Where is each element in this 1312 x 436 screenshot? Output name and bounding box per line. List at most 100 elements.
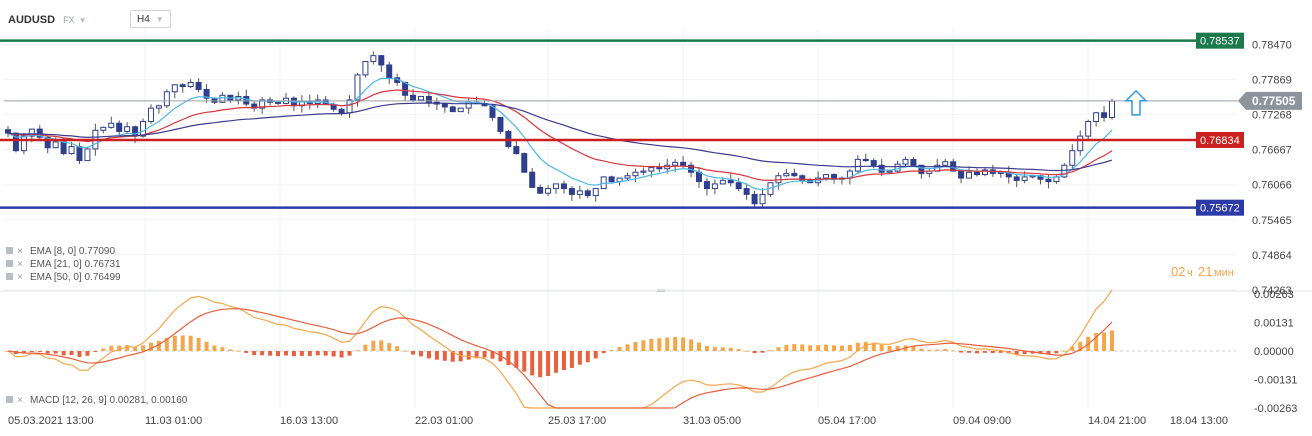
candle <box>727 173 734 187</box>
candle-body <box>203 88 210 99</box>
ema-legend-text: EMA [8, 0] 0.77090 <box>30 246 115 257</box>
candle <box>632 168 639 183</box>
macd-histogram-bar <box>93 351 98 352</box>
macd-histogram-bar <box>816 345 821 351</box>
candle <box>973 168 980 177</box>
candle <box>981 167 988 177</box>
macd-histogram-bar <box>649 338 654 351</box>
chevron-down-icon: ▼ <box>155 14 164 24</box>
candle <box>958 170 965 184</box>
macd-histogram-bar <box>1070 346 1075 351</box>
candle-body <box>783 172 790 177</box>
candle <box>942 158 949 167</box>
macd-histogram-bar <box>601 351 606 354</box>
macd-histogram-bar <box>569 351 574 368</box>
candle <box>648 166 655 178</box>
candle-body <box>854 158 861 172</box>
candle <box>5 126 11 138</box>
candle-body <box>259 99 266 109</box>
macd-histogram-bar <box>1046 351 1051 355</box>
price-tick-label: 0.76066 <box>1252 180 1292 192</box>
macd-histogram-bar <box>593 351 598 359</box>
candle-body <box>870 160 877 166</box>
candle-body <box>791 172 798 177</box>
macd-histogram-bar <box>696 342 701 351</box>
candle <box>759 188 766 209</box>
candle <box>783 168 790 177</box>
macd-histogram-bar <box>808 345 813 351</box>
x-tick-label: 18.04 13:00 <box>1170 415 1228 427</box>
candle <box>513 141 520 155</box>
candle-body <box>370 55 377 62</box>
candle-body <box>386 64 393 79</box>
candle <box>703 177 710 196</box>
candle <box>735 178 742 192</box>
candle <box>751 190 758 207</box>
candle <box>1101 106 1108 122</box>
candle-body <box>163 91 170 107</box>
candle-body <box>918 164 925 174</box>
macd-histogram-bar <box>657 338 662 351</box>
candle <box>640 167 647 176</box>
candle <box>576 185 583 199</box>
candle <box>767 182 774 197</box>
candle-body <box>568 188 575 195</box>
candle-body <box>703 181 710 190</box>
macd-histogram-bar <box>212 345 217 351</box>
countdown-hours: 02 <box>1171 264 1185 279</box>
candle-body <box>1077 135 1084 152</box>
candle-body <box>1045 178 1052 183</box>
ema-legend-item: × EMA [21, 0] 0.76731 <box>6 259 121 270</box>
macd-histogram-bar <box>307 351 312 356</box>
candle-body <box>529 171 536 188</box>
macd-histogram-bar <box>744 350 749 352</box>
macd-histogram-bar <box>148 342 153 351</box>
candle <box>838 176 845 185</box>
candle <box>147 104 154 124</box>
macd-histogram-bar <box>69 351 74 356</box>
macd-histogram-bar <box>196 337 201 351</box>
candle <box>108 116 115 129</box>
candle-body <box>1069 150 1076 166</box>
close-icon: × <box>17 272 23 283</box>
macd-histogram-bar <box>585 351 590 363</box>
macd-tick-label: -0.00263 <box>1254 403 1297 415</box>
candle-body <box>354 74 361 101</box>
candle-body <box>275 101 282 104</box>
candle-body <box>346 99 353 114</box>
macd-histogram-bar <box>450 351 455 362</box>
candle-body <box>735 182 742 190</box>
macd-tick-label: -0.00131 <box>1254 374 1297 386</box>
ema-legend-text: EMA [21, 0] 0.76731 <box>30 259 121 270</box>
candle <box>251 100 258 112</box>
macd-tick-label: 0.00131 <box>1254 318 1294 330</box>
macd-histogram-bar <box>180 335 185 351</box>
candle <box>600 176 607 190</box>
candle-body <box>576 190 583 195</box>
candle-body <box>410 94 417 101</box>
candle <box>116 120 123 136</box>
macd-histogram-bar <box>260 351 265 356</box>
candle <box>1109 98 1115 120</box>
macd-histogram-bar <box>172 335 177 351</box>
macd-histogram-bar <box>323 351 328 356</box>
macd-histogram-bar <box>855 342 860 351</box>
macd-histogram-bar <box>673 336 678 351</box>
candle <box>386 61 393 84</box>
candle <box>370 51 377 65</box>
ema-line-21 <box>7 89 1113 182</box>
candle-body <box>537 186 544 194</box>
macd-histogram-bar <box>736 349 741 351</box>
macd-histogram-bar <box>442 351 447 361</box>
symbol-selector[interactable]: AUDUSD FX ▼ <box>8 10 87 30</box>
macd-histogram-bar <box>1078 341 1083 351</box>
macd-histogram-bar <box>784 344 789 351</box>
macd-histogram-bar <box>538 351 543 378</box>
timeframe-selector[interactable]: H4 ▼ <box>130 10 171 28</box>
candle-body <box>553 183 560 190</box>
candle-body <box>60 141 67 155</box>
macd-histogram-bar <box>998 351 1003 353</box>
ema-legend-item: × EMA [8, 0] 0.77090 <box>6 246 115 257</box>
macd-histogram-bar <box>919 348 924 351</box>
